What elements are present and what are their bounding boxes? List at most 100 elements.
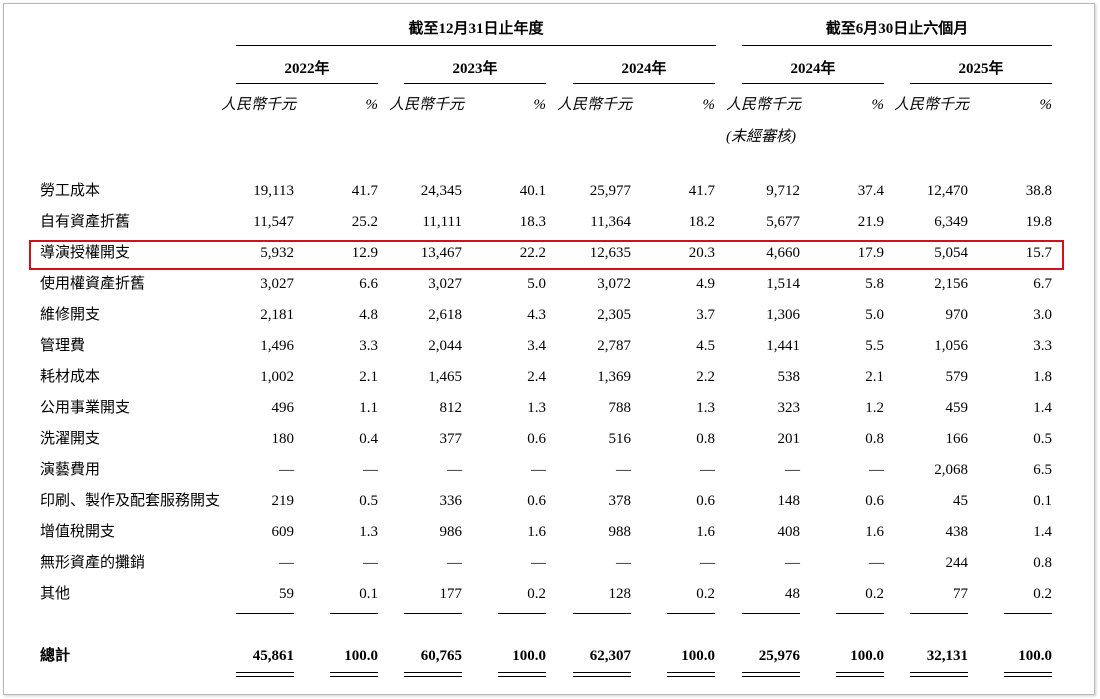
pct-cell: 4.5 [696,338,715,354]
subtotal-line [667,613,715,614]
total-double-line [836,676,884,677]
amount-cell: 9,712 [766,183,800,199]
total-pct: 100.0 [512,648,546,664]
subtotal-line [330,613,378,614]
amount-cell: 180 [271,431,295,447]
pct-cell: — [869,555,884,571]
amount-cell: 11,364 [590,214,631,230]
amount-cell: 609 [271,524,295,540]
amount-cell: 1,496 [260,338,294,354]
subtotal-line [498,613,546,614]
pct-cell: 15.7 [1025,245,1052,261]
row-label: 其他 [40,586,71,602]
pct-cell: 41.7 [688,183,715,199]
amount-cell: 244 [945,555,969,571]
amount-cell: — [279,462,294,478]
total-double-line [742,676,800,677]
total-pct: 100.0 [1018,648,1052,664]
pct-cell: — [531,555,546,571]
amount-cell: 2,181 [260,307,294,323]
group-underline-half [742,45,1052,46]
subtotal-line [236,613,294,614]
amount-cell: 59 [279,586,294,602]
total-amount: 60,765 [420,648,462,664]
pct-cell: 3.3 [1033,338,1052,354]
total-pct: 100.0 [344,648,378,664]
amount-cell: 201 [777,431,801,447]
pct-cell: 22.2 [519,245,546,261]
pct-cell: 0.6 [696,493,715,509]
year-underline [404,83,546,84]
total-pct: 100.0 [850,648,884,664]
amount-cell: 128 [608,586,632,602]
pct-cell: 0.6 [527,431,546,447]
total-amount: 25,976 [758,648,800,664]
subtotal-line [910,613,968,614]
subtotal-line [573,613,631,614]
amount-cell: — [616,555,631,571]
amount-cell: 408 [777,524,801,540]
total-double-line [667,672,715,673]
pct-header: % [871,97,885,113]
pct-cell: — [363,462,378,478]
amount-cell: 5,054 [934,245,968,261]
pct-cell: 5.5 [865,338,884,354]
amount-cell: 45 [953,493,968,509]
unit-header: 人民幣千元 [389,97,465,113]
pct-cell: 4.3 [527,307,546,323]
unaudited-note: (未經審核) [726,129,796,145]
amount-cell: 1,002 [260,369,294,385]
total-double-line [667,676,715,677]
amount-cell: 2,044 [428,338,462,354]
amount-cell: 166 [945,431,969,447]
pct-cell: 19.8 [1025,214,1052,230]
amount-cell: 2,618 [428,307,462,323]
pct-cell: 0.2 [865,586,884,602]
pct-cell: 2.4 [527,369,546,385]
pct-cell: 0.2 [527,586,546,602]
pct-cell: 3.0 [1033,307,1052,323]
amount-cell: 2,787 [597,338,631,354]
amount-cell: 1,369 [597,369,631,385]
row-label: 演藝費用 [40,462,101,478]
pct-cell: 1.6 [696,524,715,540]
amount-cell: — [279,555,294,571]
amount-cell: 788 [608,400,632,416]
amount-cell: 1,441 [766,338,800,354]
pct-cell: 0.1 [359,586,378,602]
unit-header: 人民幣千元 [726,97,802,113]
total-amount: 32,131 [926,648,968,664]
row-label: 勞工成本 [40,183,101,199]
pct-cell: 3.4 [527,338,546,354]
amount-cell: 323 [777,400,801,416]
pct-cell: 6.6 [359,276,378,292]
amount-cell: 77 [953,586,968,602]
pct-cell: 38.8 [1025,183,1052,199]
total-amount: 45,861 [252,648,294,664]
amount-cell: 48 [785,586,800,602]
amount-cell: 459 [945,400,969,416]
pct-cell: 25.2 [351,214,378,230]
amount-cell: 3,072 [597,276,631,292]
pct-cell: 1.3 [359,524,378,540]
pct-cell: 2.1 [865,369,884,385]
pct-cell: — [700,555,715,571]
pct-cell: 20.3 [688,245,715,261]
total-double-line [1004,672,1052,673]
amount-cell: 6,349 [934,214,968,230]
amount-cell: 148 [777,493,801,509]
amount-cell: 12,470 [926,183,968,199]
amount-cell: 438 [945,524,969,540]
pct-cell: 1.3 [696,400,715,416]
group-underline-annual [236,45,716,46]
amount-cell: 12,635 [589,245,631,261]
pct-cell: 1.4 [1033,524,1052,540]
unit-header: 人民幣千元 [557,97,633,113]
subtotal-line [742,613,800,614]
row-label: 耗材成本 [40,369,101,385]
pct-cell: 12.9 [351,245,378,261]
amount-cell: 4,660 [766,245,800,261]
amount-cell: 1,056 [934,338,968,354]
total-double-line [404,676,462,677]
amount-cell: 219 [271,493,295,509]
